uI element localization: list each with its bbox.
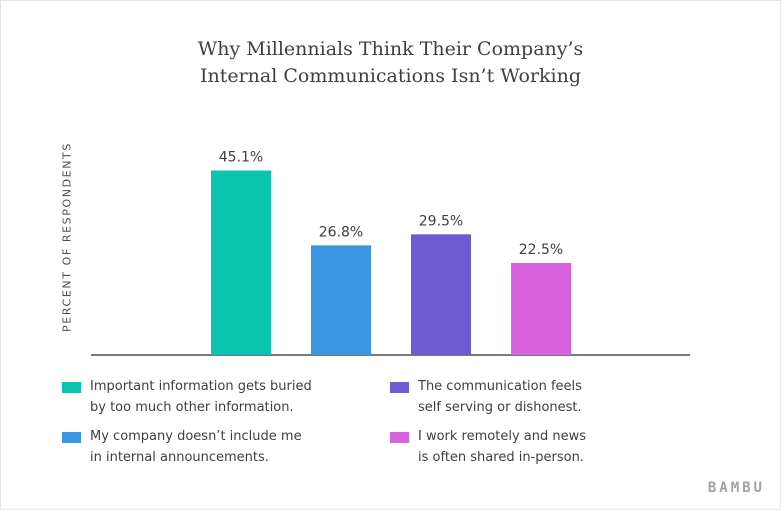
chart-title-line-2: Internal Communications Isn’t Working bbox=[199, 65, 582, 87]
brand-logo: BAMBU bbox=[707, 480, 765, 496]
legend-swatch-2 bbox=[62, 432, 81, 443]
bar-value-label-4: 22.5% bbox=[519, 242, 563, 258]
bar-3 bbox=[411, 234, 471, 355]
legend-text-2-line-1: My company doesn’t include me bbox=[90, 429, 302, 444]
legend-text-1-line-2: by too much other information. bbox=[90, 400, 294, 415]
chart-title: Why Millennials Think Their Company’s In… bbox=[0, 36, 781, 90]
legend-text-3-line-1: The communication feels bbox=[418, 379, 582, 394]
legend-text-3-line-2: self serving or dishonest. bbox=[418, 400, 582, 415]
bar-value-label-2: 26.8% bbox=[319, 224, 363, 240]
legend-text-1-line-1: Important information gets buried bbox=[90, 379, 312, 394]
bar-4 bbox=[511, 262, 571, 355]
bar-1 bbox=[211, 170, 271, 355]
legend-swatch-4 bbox=[390, 432, 409, 443]
bar-value-label-3: 29.5% bbox=[419, 213, 463, 229]
legend-text-4-line-1: I work remotely and news bbox=[418, 429, 586, 444]
bar-value-label-1: 45.1% bbox=[219, 150, 263, 166]
legend-text-2-line-2: in internal announcements. bbox=[90, 450, 269, 465]
chart-title-line-1: Why Millennials Think Their Company’s bbox=[197, 38, 584, 60]
legend-text-4-line-2: is often shared in-person. bbox=[418, 450, 584, 465]
legend-swatch-3 bbox=[390, 382, 409, 393]
bar-2 bbox=[311, 245, 371, 355]
legend-swatch-1 bbox=[62, 382, 81, 393]
